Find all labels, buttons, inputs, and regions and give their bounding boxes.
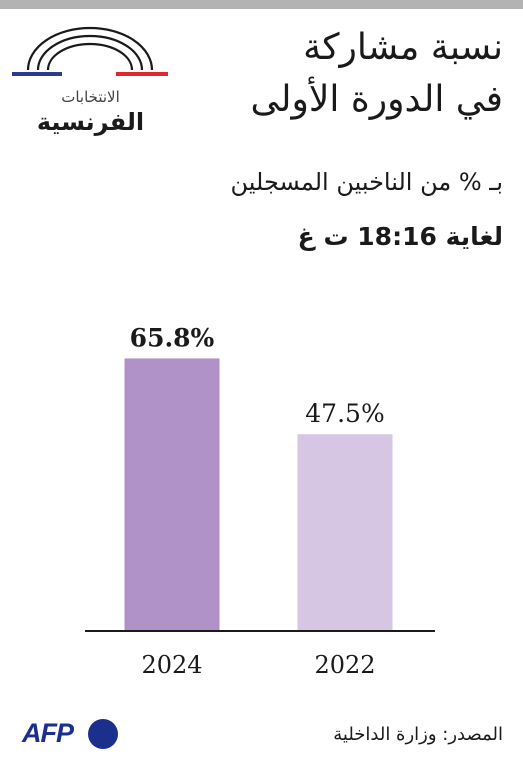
value-label-2022: 47.5% — [305, 399, 384, 428]
arcs-flag-icon — [12, 26, 168, 76]
logo-arc-outer — [26, 26, 154, 71]
page-title: نسبة مشاركة في الدورة الأولى — [183, 22, 504, 126]
top-rule — [0, 0, 523, 9]
logo-elections-label: الانتخابات — [61, 88, 120, 106]
logo-arc-middle — [36, 34, 144, 71]
bar-2024 — [124, 358, 220, 631]
bar-2022 — [297, 434, 393, 631]
logo-french-label: الفرنسية — [36, 108, 145, 136]
value-label-2024: 65.8% — [130, 323, 215, 352]
bar-chart: 65.8% 2024 47.5% 2022 — [85, 323, 435, 679]
afp-logo: AFP — [22, 716, 132, 752]
x-tick-label-2024: 2024 — [141, 651, 202, 679]
flag-red-bar — [116, 72, 168, 76]
title-line-2: في الدورة الأولى — [250, 79, 504, 120]
afp-logo-text: AFP — [22, 718, 74, 748]
logo-arc-inner — [46, 42, 134, 71]
afp-dot-icon — [88, 719, 118, 749]
source-note: المصدر: وزارة الداخلية — [333, 724, 503, 745]
title-line-1: نسبة مشاركة — [303, 27, 503, 68]
chart-subtitle: بـ % من الناخبين المسجلين — [230, 168, 504, 196]
flag-blue-bar — [12, 72, 62, 76]
time-note: لغاية 18:16 ت غ — [297, 222, 503, 251]
elections-logo: الانتخابات الفرنسية — [8, 20, 173, 150]
x-tick-label-2022: 2022 — [314, 651, 375, 679]
